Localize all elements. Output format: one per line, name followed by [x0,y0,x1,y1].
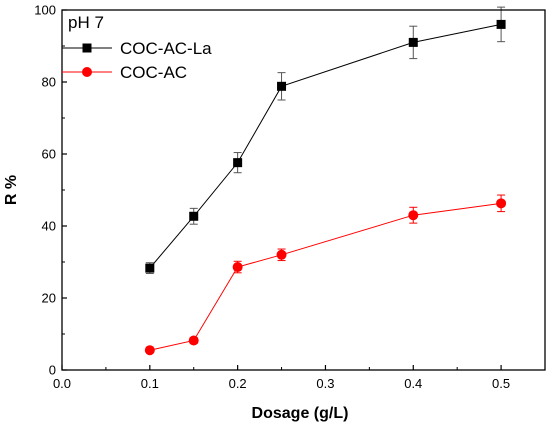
data-point [144,345,155,356]
data-point [145,263,155,273]
data-point [276,249,287,260]
legend-marker [82,43,92,53]
series-COC-AC [144,194,507,356]
x-tick-label: 0.0 [53,376,71,391]
axes: 0.0 0.1 0.2 0.3 0.4 0.5 0 20 40 60 80 100 [34,3,510,392]
data-point [408,37,418,47]
y-tick-label: 60 [42,147,56,162]
data-point [496,198,507,209]
series-line [149,23,502,269]
x-tick-label: 0.2 [229,376,247,391]
y-tick-label: 100 [34,3,56,18]
legend: COC-AC-La COC-AC [62,39,212,82]
y-tick-label: 80 [42,75,56,90]
data-point [189,211,199,221]
annotation-ph: pH 7 [68,13,104,32]
data-point [188,335,199,346]
data-point [277,81,287,91]
data-point [232,262,243,273]
legend-label: COC-AC [120,63,187,82]
legend-marker [82,67,92,77]
y-tick-label: 40 [42,219,56,234]
x-tick-label: 0.4 [404,376,422,391]
data-point [496,19,506,29]
y-tick-label: 0 [49,363,56,378]
series-COC-AC-La [145,6,506,275]
series-line [149,202,502,351]
x-tick-label: 0.5 [492,376,510,391]
plot-area [144,6,507,356]
legend-entry: COC-AC [62,63,187,82]
y-axis-title: R % [3,175,20,205]
data-point [408,210,419,221]
x-tick-label: 0.1 [141,376,159,391]
legend-entry: COC-AC-La [62,39,212,58]
x-tick-label: 0.3 [316,376,334,391]
legend-label: COC-AC-La [120,39,212,58]
x-axis-title: Dosage (g/L) [252,405,349,422]
data-point [233,158,243,168]
y-tick-label: 20 [42,291,56,306]
